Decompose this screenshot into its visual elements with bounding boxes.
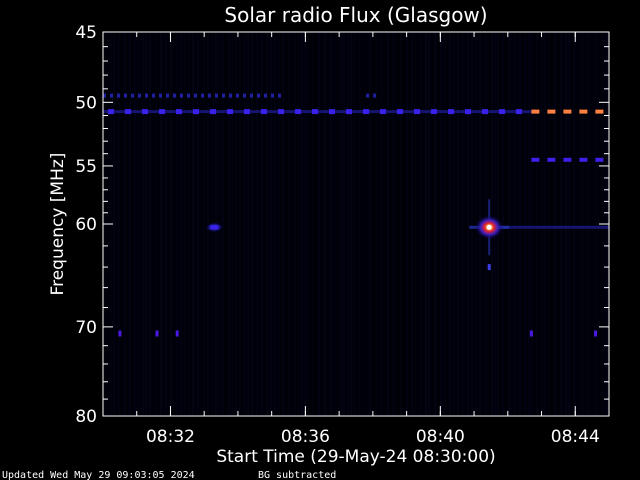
band-segment bbox=[264, 93, 267, 98]
band-segment bbox=[531, 109, 540, 114]
x-tick-label: 08:32 bbox=[146, 427, 195, 447]
band-segment bbox=[244, 109, 250, 115]
band-segment bbox=[278, 109, 284, 115]
band-segment bbox=[159, 109, 165, 115]
band-segment bbox=[563, 109, 572, 114]
band-segment bbox=[250, 93, 253, 98]
band-segment bbox=[373, 93, 377, 98]
band-segment bbox=[363, 109, 369, 115]
emission-features bbox=[103, 93, 609, 337]
band-segment bbox=[138, 93, 141, 98]
band-segment bbox=[229, 93, 232, 98]
band-segment bbox=[187, 93, 190, 98]
footer-note: BG subtracted bbox=[258, 470, 336, 480]
band-segment bbox=[173, 93, 176, 98]
band-segment bbox=[176, 109, 182, 115]
band-segment bbox=[108, 109, 114, 115]
band-segment bbox=[380, 109, 386, 115]
band-segment bbox=[531, 157, 540, 162]
band-segment bbox=[465, 109, 471, 115]
footer-updated: Updated Wed May 29 09:03:05 2024 bbox=[2, 470, 195, 480]
y-tick-label: 70 bbox=[75, 318, 97, 338]
chart-title: Solar radio Flux (Glasgow) bbox=[224, 3, 487, 27]
band-segment bbox=[271, 93, 274, 98]
band-segment bbox=[193, 109, 199, 115]
band-segment bbox=[180, 93, 183, 98]
band-segment bbox=[152, 93, 155, 98]
band-segment bbox=[166, 93, 169, 98]
band-segment bbox=[131, 93, 134, 98]
burst-core bbox=[210, 225, 219, 230]
y-axis-title: Frequency [MHz] bbox=[48, 153, 68, 296]
band-segment bbox=[595, 157, 604, 162]
band-segment bbox=[278, 93, 281, 98]
band-segment bbox=[482, 109, 488, 115]
band-segment bbox=[346, 109, 352, 115]
band-segment bbox=[208, 93, 211, 98]
x-tick-label: 08:40 bbox=[416, 427, 465, 447]
band-segment bbox=[329, 109, 335, 115]
plot-area bbox=[103, 32, 609, 416]
burst-core bbox=[486, 224, 492, 230]
x-tick-label: 08:44 bbox=[551, 427, 600, 447]
band-segment bbox=[125, 109, 131, 115]
band-segment bbox=[431, 109, 437, 115]
band-segment bbox=[117, 93, 120, 98]
band-segment bbox=[547, 109, 556, 114]
band-segment bbox=[222, 93, 225, 98]
band-segment bbox=[579, 157, 588, 162]
axes: 45 50 55 60 70 80 08:32 08:36 08:40 08:44 bbox=[75, 23, 609, 447]
y-tick-label: 80 bbox=[75, 407, 97, 427]
band-segment bbox=[448, 109, 454, 115]
y-tick-label: 45 bbox=[75, 23, 97, 43]
band-segment bbox=[595, 109, 604, 114]
band-segment bbox=[142, 109, 148, 115]
band-segment bbox=[257, 93, 260, 98]
band-segment bbox=[516, 109, 522, 115]
band-segment bbox=[210, 109, 216, 115]
band-segment bbox=[124, 93, 127, 98]
band-segment bbox=[243, 93, 246, 98]
band-segment bbox=[397, 109, 403, 115]
band-segment bbox=[236, 93, 239, 98]
band-segment bbox=[215, 93, 218, 98]
spot-point bbox=[594, 330, 597, 337]
y-tick-label: 60 bbox=[75, 215, 97, 235]
band-segment bbox=[194, 93, 197, 98]
band-segment bbox=[227, 109, 233, 115]
band-segment bbox=[295, 109, 301, 115]
x-axis-title: Start Time (29-May-24 08:30:00) bbox=[216, 447, 495, 467]
spot-point bbox=[155, 330, 159, 337]
band-segment bbox=[487, 225, 609, 229]
band-segment bbox=[414, 109, 420, 115]
spot-point bbox=[118, 330, 122, 337]
band-segment bbox=[563, 157, 572, 162]
spot-point bbox=[175, 330, 179, 337]
band-segment bbox=[547, 157, 556, 162]
spot-point bbox=[529, 330, 533, 337]
band-segment bbox=[499, 109, 505, 115]
band-segment bbox=[261, 109, 267, 115]
burst-point bbox=[487, 264, 491, 271]
band-segment bbox=[312, 109, 318, 115]
y-tick-label: 55 bbox=[75, 157, 97, 177]
band-segment bbox=[159, 93, 162, 98]
x-tick-label: 08:36 bbox=[281, 427, 330, 447]
band-segment bbox=[145, 93, 148, 98]
band-segment bbox=[366, 93, 370, 98]
y-tick-label: 50 bbox=[75, 93, 97, 113]
band-segment bbox=[201, 93, 204, 98]
band-segment bbox=[103, 93, 106, 98]
band-segment bbox=[579, 109, 588, 114]
band-segment bbox=[110, 93, 113, 98]
